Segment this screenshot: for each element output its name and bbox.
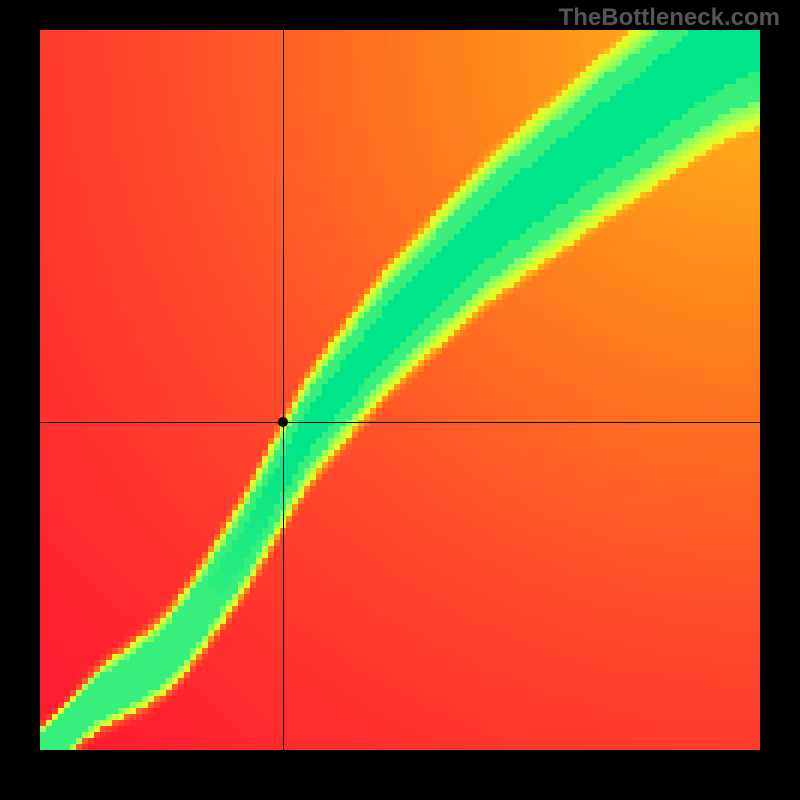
plot-area	[40, 30, 760, 750]
crosshair-horizontal	[40, 422, 760, 423]
heatmap-canvas	[40, 30, 760, 750]
chart-container: TheBottleneck.com	[0, 0, 800, 800]
watermark-text: TheBottleneck.com	[559, 4, 780, 32]
crosshair-vertical	[283, 30, 284, 750]
crosshair-marker	[278, 417, 288, 427]
